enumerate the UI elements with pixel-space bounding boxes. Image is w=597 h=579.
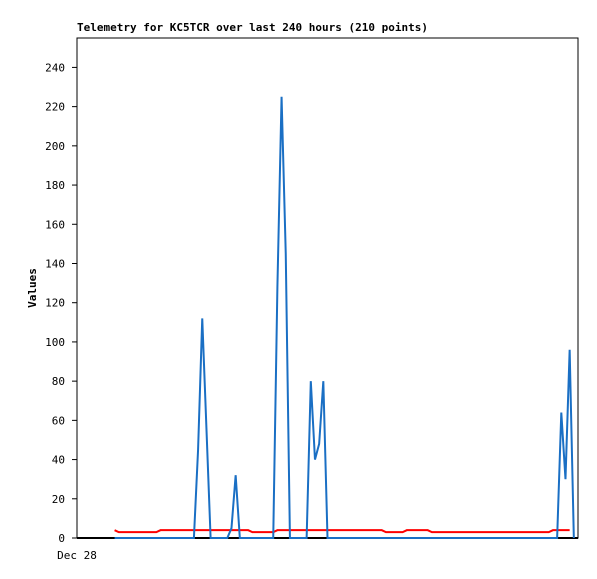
chart-title: Telemetry for KC5TCR over last 240 hours… [77, 21, 428, 34]
y-tick-label: 100 [45, 336, 65, 349]
x-tick-label: Dec 28 [57, 549, 97, 562]
y-tick-label: 220 [45, 101, 65, 114]
series-line [114, 529, 570, 534]
y-tick-label: 0 [58, 532, 65, 545]
y-tick-label: 240 [45, 61, 65, 74]
y-tick-label: 160 [45, 218, 65, 231]
series-line [114, 96, 575, 539]
y-tick-label: 80 [52, 375, 65, 388]
y-axis-label: Values [26, 268, 39, 308]
y-tick-label: 60 [52, 414, 65, 427]
y-tick-label: 120 [45, 297, 65, 310]
y-tick-label: 140 [45, 257, 65, 270]
y-tick-label: 200 [45, 140, 65, 153]
y-tick-label: 20 [52, 493, 65, 506]
y-tick-label: 40 [52, 454, 65, 467]
y-tick-label: 180 [45, 179, 65, 192]
